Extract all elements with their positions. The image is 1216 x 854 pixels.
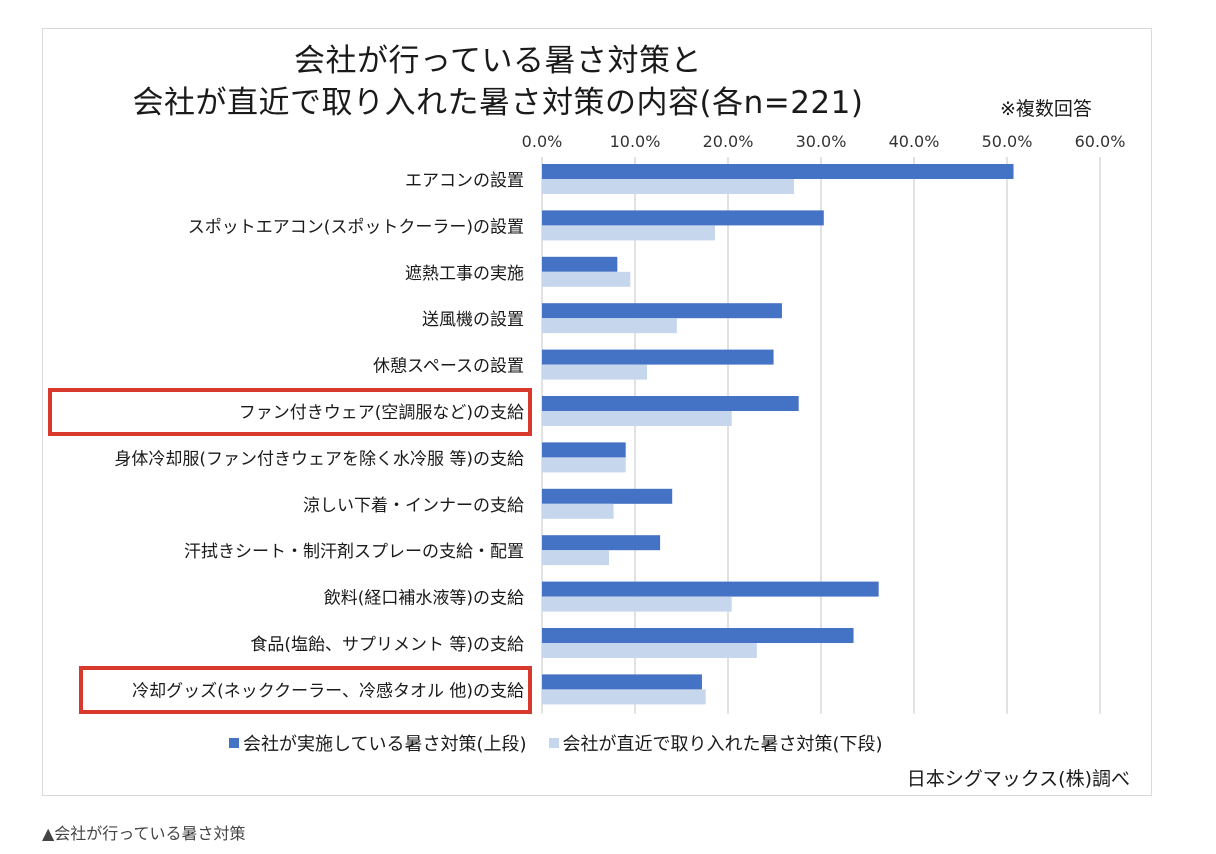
category-label: エアコンの設置 (405, 171, 524, 191)
category-label: 休憩スペースの設置 (373, 357, 524, 377)
bar-recent (542, 550, 609, 566)
legend-label-series-2: 会社が直近で取り入れた暑さ対策(下段) (562, 734, 883, 755)
bar-implemented (542, 164, 1014, 179)
category-label: 汗拭きシート・制汗剤スプレーの支給・配置 (184, 542, 524, 562)
bar-recent (542, 643, 757, 658)
bar-recent (542, 689, 706, 705)
bar-implemented (542, 674, 702, 690)
bar-implemented (542, 442, 626, 458)
bar-implemented (542, 303, 782, 319)
category-label: 涼しい下着・インナーの支給 (303, 496, 524, 516)
x-tick-label: 0.0% (522, 132, 563, 151)
bar-recent (542, 225, 715, 241)
bar-recent (542, 411, 732, 426)
chart-legend: 会社が実施している暑さ対策(上段) 会社が直近で取り入れた暑さ対策(下段) (229, 730, 883, 756)
x-tick-label: 30.0% (796, 132, 847, 151)
bar-recent (542, 596, 732, 612)
bar-implemented (542, 488, 673, 504)
bar-implemented (542, 581, 879, 597)
bar-recent (542, 364, 648, 380)
bar-recent (542, 457, 626, 473)
category-label: ファン付きウェア(空調服など)の支給 (239, 403, 524, 423)
bar-implemented (542, 210, 824, 226)
bar-implemented (542, 396, 799, 411)
category-label: スポットエアコン(スポットクーラー)の設置 (188, 217, 524, 237)
x-tick-label: 10.0% (610, 132, 661, 151)
chart-source: 日本シグマックス(株)調べ (906, 768, 1130, 790)
legend-label-series-1: 会社が実施している暑さ対策(上段) (243, 734, 527, 755)
category-label: 食品(塩飴、サプリメント 等)の支給 (250, 635, 524, 655)
bar-recent (542, 179, 795, 194)
bar-implemented (542, 535, 661, 551)
chart-subtitle: 会社が直近で取り入れた暑さ対策の内容(各n=221) (132, 85, 864, 121)
x-tick-label: 20.0% (703, 132, 754, 151)
bar-implemented (542, 628, 854, 643)
legend-item-series-2: 会社が直近で取り入れた暑さ対策(下段) (548, 730, 883, 756)
bar-implemented (542, 256, 618, 272)
highlight-box-cooling-goods (79, 666, 532, 714)
chart-title: 会社が行っている暑さ対策と (294, 43, 702, 79)
chart-note: ※複数回答 (1000, 98, 1092, 120)
image-caption: ▲会社が行っている暑さ対策 (42, 824, 246, 843)
category-label: 飲料(経口補水液等)の支給 (324, 589, 524, 609)
bar-recent (542, 318, 677, 334)
category-label: 送風機の設置 (422, 310, 524, 330)
highlight-box-fan-wear (48, 388, 532, 436)
legend-swatch-series-1 (229, 738, 239, 748)
category-label: 遮熱工事の実施 (405, 264, 524, 284)
x-tick-label: 50.0% (982, 132, 1033, 151)
bar-recent (542, 503, 614, 519)
bar-implemented (542, 349, 774, 365)
bar-recent (542, 271, 631, 287)
x-tick-label: 60.0% (1075, 132, 1126, 151)
legend-swatch-series-2 (548, 738, 559, 748)
x-tick-label: 40.0% (889, 132, 940, 151)
category-label: 冷却グッズ(ネッククーラー、冷感タオル 他)の支給 (132, 681, 524, 701)
category-label: 身体冷却服(ファン付きウェアを除く水冷服 等)の支給 (114, 449, 524, 469)
legend-item-series-1: 会社が実施している暑さ対策(上段) (229, 730, 527, 756)
